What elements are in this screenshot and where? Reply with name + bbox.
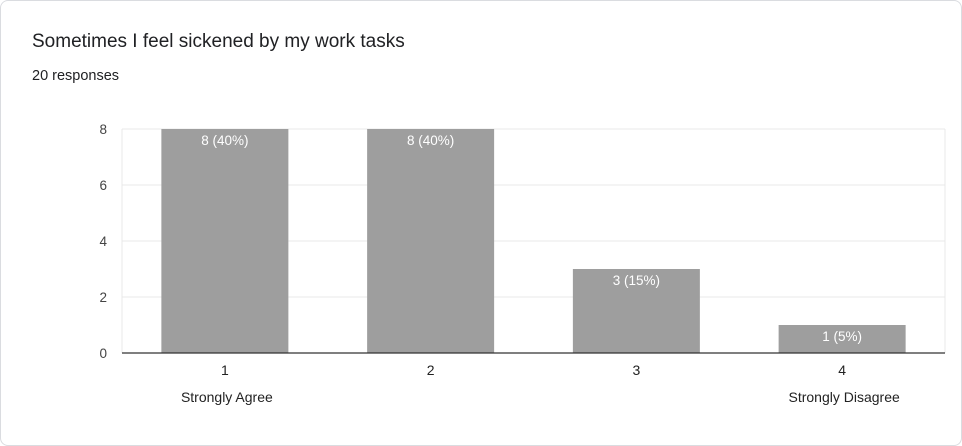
bar-data-label: 8 (40%) [407, 133, 454, 148]
bar [367, 129, 495, 353]
y-tick-label: 4 [99, 234, 107, 249]
bar [161, 129, 289, 353]
y-tick-label: 0 [99, 346, 107, 361]
y-tick-label: 6 [99, 178, 107, 193]
question-title: Sometimes I feel sickened by my work tas… [32, 31, 405, 52]
bar-data-label: 1 (5%) [822, 329, 862, 344]
response-count: 20 responses [32, 68, 120, 84]
x-category-note: Strongly Disagree [788, 389, 899, 405]
x-tick-label: 4 [838, 362, 846, 378]
x-tick-label: 1 [221, 362, 229, 378]
x-tick-label: 3 [632, 362, 640, 378]
bar-data-label: 3 (15%) [613, 273, 660, 288]
bar [572, 269, 700, 353]
x-category-note: Strongly Agree [181, 389, 273, 405]
bar-data-label: 8 (40%) [201, 133, 248, 148]
y-tick-label: 8 [99, 122, 107, 137]
bar [778, 325, 906, 353]
x-tick-label: 2 [427, 362, 435, 378]
y-tick-label: 2 [99, 290, 107, 305]
